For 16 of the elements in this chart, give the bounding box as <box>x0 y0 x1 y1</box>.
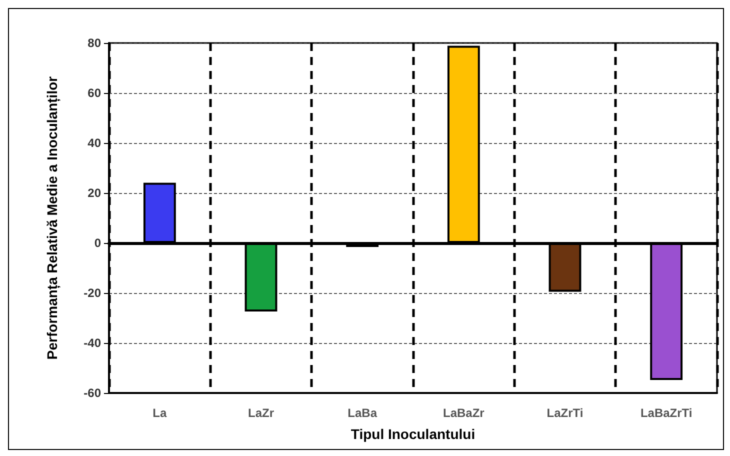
x-tick-label: La <box>152 406 167 420</box>
y-tick-label: -60 <box>84 386 102 400</box>
y-tick-label: -40 <box>84 336 102 350</box>
x-tick-label: LaZr <box>248 406 274 420</box>
y-tick-label: 40 <box>88 136 102 150</box>
y-tick-label: 80 <box>88 36 102 50</box>
x-tick-label: LaBa <box>348 406 378 420</box>
y-tick-label: 60 <box>88 86 102 100</box>
y-axis-title: Performanța Relativă Medie a Inoculanților <box>44 76 61 360</box>
x-tick-label: LaBaZr <box>442 406 485 420</box>
y-tick-label: 0 <box>94 236 102 250</box>
x-axis-title: Tipul Inoculantului <box>350 426 476 442</box>
y-tick-label: -20 <box>84 286 102 300</box>
x-tick-label: LaZrTi <box>546 406 584 420</box>
y-tick-label: 20 <box>88 186 102 200</box>
x-tick-label: LaBaZrTi <box>640 406 692 420</box>
